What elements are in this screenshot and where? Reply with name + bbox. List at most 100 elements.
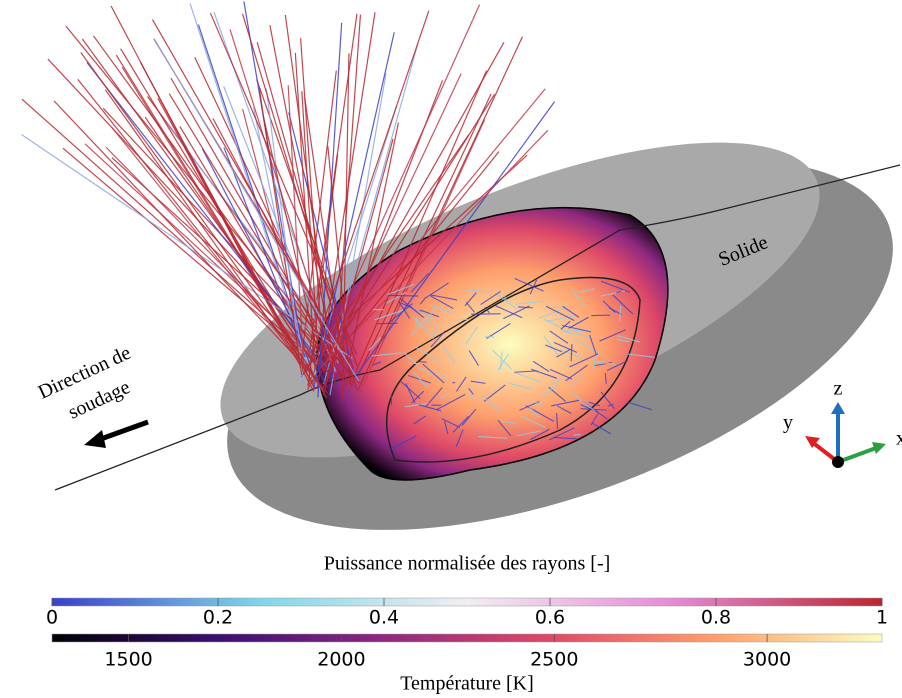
ray [461, 408, 477, 426]
ray [415, 316, 418, 327]
ray [287, 85, 305, 363]
ray [357, 36, 524, 391]
ray [322, 138, 394, 396]
ray [553, 436, 577, 440]
ray [400, 298, 424, 318]
ray [301, 91, 320, 363]
ray [436, 393, 466, 411]
ray [562, 305, 580, 318]
ray [619, 305, 622, 322]
ray [455, 429, 464, 447]
ray [516, 430, 541, 437]
ray [483, 384, 506, 402]
ray [556, 413, 559, 429]
ray [612, 294, 634, 315]
ray [431, 304, 454, 314]
x-axis [837, 446, 877, 464]
ray [151, 19, 343, 351]
ray [404, 402, 431, 408]
ray [590, 413, 599, 426]
ray [425, 282, 449, 299]
ray [443, 421, 449, 435]
ray [538, 307, 567, 319]
z-arrowhead [831, 402, 845, 414]
melt-pool [315, 206, 669, 481]
ray [508, 382, 532, 390]
ray [486, 323, 511, 339]
ray [252, 107, 306, 366]
ray [153, 38, 360, 382]
ray [571, 288, 585, 307]
ray [470, 380, 486, 384]
ray [548, 427, 575, 441]
ray [607, 403, 614, 407]
ray [465, 301, 475, 313]
ray [262, 115, 318, 351]
tick-label: 0.2 [203, 607, 233, 629]
ray [372, 361, 381, 366]
ray [258, 87, 303, 375]
ray [441, 418, 461, 428]
ray [549, 368, 573, 380]
scene: Solide Direction de soudage z y x [21, 1, 902, 530]
ray [410, 318, 425, 337]
ray [497, 419, 512, 437]
ray [570, 344, 573, 362]
tick-label: 2500 [530, 649, 578, 671]
ray [478, 436, 508, 439]
ray [593, 357, 596, 370]
ray [157, 98, 316, 390]
ray [543, 335, 559, 356]
ray [419, 296, 427, 305]
ray [389, 294, 419, 297]
ray [115, 54, 325, 392]
ray [111, 126, 324, 390]
ray [284, 14, 336, 384]
ray [430, 294, 458, 301]
ray [324, 73, 462, 366]
ray [595, 361, 616, 366]
ray [578, 288, 595, 293]
ray [320, 129, 549, 368]
ray [346, 122, 400, 372]
tick-label: 0 [46, 607, 58, 629]
ray [617, 335, 641, 343]
colorbar [51, 633, 883, 643]
ray [374, 309, 404, 321]
ray [495, 292, 518, 310]
tick-label: 0.4 [369, 607, 399, 629]
ray [594, 361, 613, 367]
ray [514, 300, 545, 305]
ray [556, 405, 572, 414]
direction-arrowhead [84, 430, 106, 448]
ray [514, 370, 538, 373]
ray [432, 323, 439, 340]
ray [457, 318, 468, 321]
y-arrowhead [805, 436, 820, 448]
ray [602, 300, 616, 314]
ray [420, 307, 436, 328]
ray [425, 387, 443, 408]
ray [462, 288, 491, 293]
x-arrowhead [872, 442, 886, 454]
ray [386, 291, 407, 304]
ray [606, 360, 628, 371]
x-label: x [896, 428, 902, 450]
ray [526, 404, 541, 419]
ray [468, 388, 474, 400]
ray [468, 388, 474, 395]
ray [600, 391, 615, 409]
ray [484, 306, 490, 314]
ray [568, 316, 589, 329]
ray [412, 371, 428, 388]
tick-label: 1 [876, 607, 888, 629]
colorbars: Puissance normalisée des rayons [-] 0 0.2 0… [46, 553, 888, 695]
direction-arrow [97, 419, 149, 443]
ray [588, 401, 601, 407]
ray [80, 52, 310, 367]
ray [545, 344, 562, 353]
ray [399, 380, 421, 400]
ray [571, 373, 585, 388]
ray [305, 10, 430, 373]
ray [354, 101, 556, 378]
